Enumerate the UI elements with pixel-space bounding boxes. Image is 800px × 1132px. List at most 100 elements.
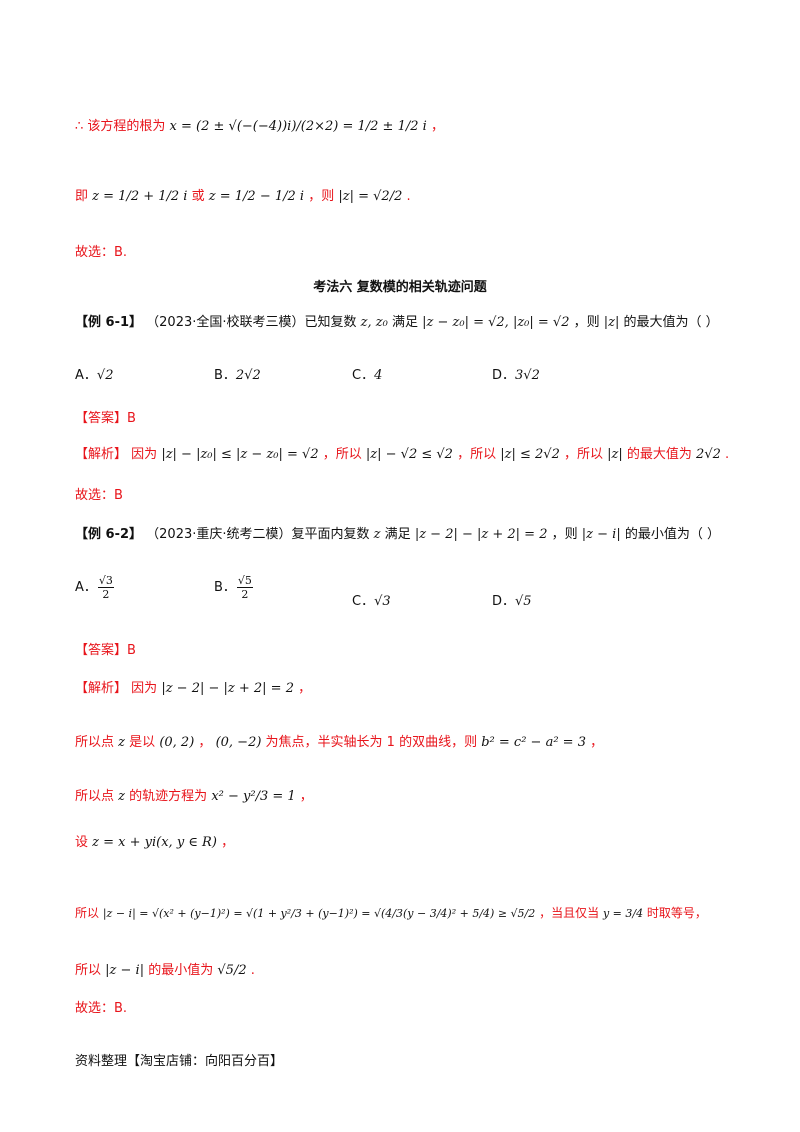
option-c-6-2: C．√3: [352, 590, 391, 609]
option-value: √5: [515, 594, 532, 609]
analysis-text: ，所以: [457, 447, 497, 462]
analysis-6-2-line5: 所以 |z − i| = √(x² + (y−1)²) = √(1 + y²/3…: [75, 904, 707, 923]
or-word: 或: [191, 189, 205, 204]
analysis-text: ，所以: [563, 447, 603, 462]
fraction-denominator: 2: [241, 588, 249, 601]
option-c-6-1: C．4: [352, 364, 382, 383]
end-dot: .: [406, 189, 411, 204]
analysis-expr: |z|: [607, 447, 623, 462]
example-6-1-ask-expr: |z|: [603, 315, 620, 330]
option-label: C．: [352, 368, 375, 383]
example-6-2-question: 【例 6-2】 （2023·重庆·统考二模）复平面内复数 z 满足 |z − 2…: [75, 526, 720, 544]
example-6-1-question: 【例 6-1】 （2023·全国·校联考三模）已知复数 z, z₀ 满足 |z …: [75, 314, 719, 332]
roots-suffix: ，: [430, 119, 444, 134]
choose-6-1: 故选：B: [75, 488, 123, 503]
example-6-2-var: z: [373, 527, 381, 542]
analysis-6-2-line2: 所以点 z 是以 (0, 2) ， (0, −2) 为焦点，半实轴长为 1 的双…: [75, 734, 603, 752]
answer-value: B: [127, 643, 136, 658]
example-6-1-ask: ，则: [573, 315, 600, 330]
analysis-text: 所以点: [75, 789, 115, 804]
analysis-expr: |z − i| = √(x² + (y−1)²) = √(1 + y²/3 + …: [102, 907, 536, 920]
analysis-text: 是以: [129, 735, 156, 750]
option-fraction: √3 2: [97, 574, 114, 601]
analysis-expr: |z| − |z₀| ≤ |z − z₀| = √2: [161, 447, 319, 462]
option-value: 2√2: [235, 368, 261, 383]
analysis-text: ，: [198, 735, 212, 750]
analysis-text: .: [725, 447, 730, 462]
analysis-expr: |z − i|: [105, 963, 145, 978]
answer-tag: 【答案】: [75, 411, 128, 426]
option-label: A．: [75, 580, 97, 595]
analysis-text: .: [250, 963, 255, 978]
analysis-text: 为焦点，半实轴长为 1 的双曲线，则: [265, 735, 478, 750]
analysis-text: 所以点: [75, 735, 115, 750]
analysis-expr: y = 3/4: [602, 907, 644, 920]
example-6-2-condition: |z − 2| − |z + 2| = 2: [414, 527, 548, 542]
example-6-1-vars: z, z₀: [360, 315, 388, 330]
analysis-6-2-line4: 设 z = x + yi(x, y ∈ R) ，: [75, 834, 234, 852]
answer-value: B: [127, 411, 136, 426]
option-label: B．: [214, 368, 236, 383]
analysis-text: 的轨迹方程为: [129, 789, 208, 804]
option-d-6-1: D．3√2: [492, 364, 540, 383]
option-label: C．: [352, 594, 375, 609]
analysis-expr: 2√2: [696, 447, 721, 462]
focus-point-2: (0, −2): [215, 735, 262, 750]
section-title: 考法六 复数模的相关轨迹问题: [313, 280, 487, 295]
option-label: D．: [492, 368, 516, 383]
option-value: √3: [374, 594, 391, 609]
analysis-expr: |z| − √2 ≤ √2: [365, 447, 453, 462]
focus-point-1: (0, 2): [159, 735, 195, 750]
example-6-1-cond-word: 满足: [391, 315, 418, 330]
analysis-text: 设: [75, 835, 89, 850]
example-6-2-tag: 【例 6-2】: [75, 527, 143, 542]
analysis-6-1: 【解析】 因为 |z| − |z₀| ≤ |z − z₀| = √2 ，所以 |…: [75, 446, 729, 464]
example-6-1-ask-tail: 的最大值为（ ）: [623, 315, 719, 330]
example-6-1-tag: 【例 6-1】: [75, 315, 143, 330]
analysis-text: ，: [298, 681, 312, 696]
z2-expression: z = 1/2 − 1/2 i: [208, 189, 305, 204]
z-values-line: 即 z = 1/2 + 1/2 i 或 z = 1/2 − 1/2 i ，则 |…: [75, 188, 411, 206]
choose-line-top: 故选：B.: [75, 245, 128, 260]
option-label: D．: [492, 594, 516, 609]
option-value: √2: [96, 368, 114, 383]
analysis-expr: z: [118, 735, 126, 750]
option-d-6-2: D．√5: [492, 590, 532, 609]
example-6-2-ask-tail: 的最小值为（ ）: [624, 527, 720, 542]
roots-expression: x = (2 ± √(−(−4))i)/(2×2) = 1/2 ± 1/2 i: [169, 119, 427, 134]
analysis-6-2-line6: 所以 |z − i| 的最小值为 √5/2 .: [75, 962, 255, 980]
analysis-tag: 【解析】: [75, 681, 128, 696]
analysis-expr: z = x + yi(x, y ∈ R): [92, 835, 217, 850]
analysis-6-2-line3: 所以点 z 的轨迹方程为 x² − y²/3 = 1 ，: [75, 788, 313, 806]
fraction-numerator: √5: [236, 574, 253, 588]
example-6-2-ask-expr: |z − i|: [581, 527, 621, 542]
trajectory-equation: x² − y²/3 = 1: [211, 789, 296, 804]
analysis-text: 时取等号，: [646, 906, 707, 920]
option-b-6-2: B． √5 2: [214, 574, 254, 601]
analysis-text: 所以: [75, 963, 102, 978]
analysis-tag: 【解析】: [75, 447, 128, 462]
analysis-text: 因为: [131, 447, 158, 462]
option-label: B．: [214, 580, 236, 595]
analysis-expr: |z| ≤ 2√2: [500, 447, 560, 462]
example-6-2-cond-word: 满足: [384, 527, 411, 542]
option-label: A．: [75, 368, 97, 383]
analysis-text: 因为: [131, 681, 158, 696]
analysis-text: 所以: [75, 906, 100, 920]
analysis-text: 的最大值为: [626, 447, 692, 462]
ie-prefix: 即: [75, 189, 89, 204]
roots-line: ∴ 该方程的根为 x = (2 ± √(−(−4))i)/(2×2) = 1/2…: [75, 118, 444, 136]
analysis-text: ，: [299, 789, 313, 804]
option-fraction: √5 2: [236, 574, 253, 601]
footer-credit: 资料整理【淘宝店铺：向阳百分百】: [75, 1054, 284, 1069]
option-value: 4: [374, 368, 383, 383]
fraction-numerator: √3: [97, 574, 114, 588]
roots-prefix: ∴ 该方程的根为: [75, 119, 166, 134]
example-6-2-ask: ，则: [551, 527, 578, 542]
then-word: ，则: [308, 189, 335, 204]
option-value: 3√2: [515, 368, 540, 383]
analysis-6-2-line1: 【解析】 因为 |z − 2| − |z + 2| = 2 ，: [75, 680, 311, 698]
example-6-1-condition: |z − z₀| = √2, |z₀| = √2: [422, 315, 570, 330]
fraction-denominator: 2: [102, 588, 110, 601]
